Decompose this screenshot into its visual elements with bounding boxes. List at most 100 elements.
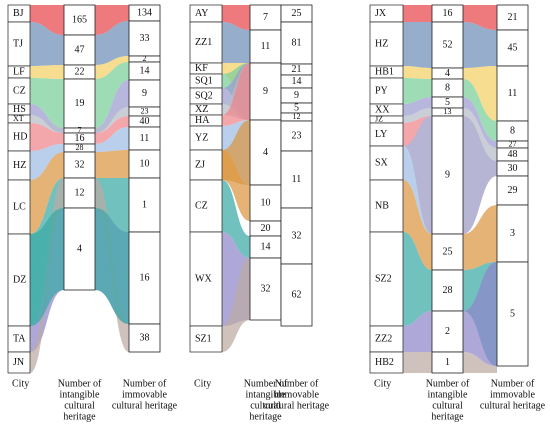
city-label-hb2: HB2 (375, 357, 394, 368)
city-label-sx: SX (375, 157, 389, 168)
intangible-value: 7 (263, 12, 268, 23)
immovable-node (496, 4, 529, 31)
axis-label-immovable-line: immovable (274, 389, 320, 400)
city-label-jz: JZ (375, 114, 383, 123)
intangible-node (431, 351, 464, 374)
intangible-node (431, 21, 464, 69)
city-node-hb2 (369, 351, 404, 374)
axis-label-city: City (194, 378, 211, 389)
city-label-kf: KF (195, 63, 208, 74)
immovable-value: 10 (140, 158, 150, 169)
link-hb2-to-intangible (403, 352, 432, 373)
immovable-value: 25 (292, 8, 302, 19)
intangible-value: 19 (75, 98, 85, 109)
intangible-value: 11 (261, 41, 271, 52)
link-lf-to-immovable (95, 56, 129, 79)
immovable-value: 81 (292, 37, 302, 48)
city-label-hd: HD (13, 131, 27, 142)
immovable-node (280, 21, 313, 65)
link-tj-to-immovable (95, 21, 129, 65)
city-node-nb (369, 179, 404, 233)
city-label-ay: AY (195, 8, 209, 19)
intangible-value: 47 (75, 44, 85, 55)
link-dz-to-immovable (95, 178, 129, 232)
city-label-cz: CZ (195, 200, 208, 211)
city-label-bj: BJ (13, 8, 24, 19)
link-jx-to-immovable (463, 5, 497, 30)
link-xx-to-immovable (463, 97, 497, 148)
city-label-cz: CZ (13, 85, 26, 96)
link-hz-to-immovable (95, 127, 129, 152)
city-label-jn: JN (13, 357, 24, 368)
link-dz-to-immovable (95, 208, 129, 324)
axis-labels: City Number ofintangibleculturalheritageN… (194, 378, 330, 422)
axis-label-intangible-line: Number of (58, 378, 102, 389)
city-node-sz2 (369, 231, 404, 327)
city-node-yz (189, 125, 223, 151)
link-bj-to-immovable (95, 5, 129, 35)
immovable-value: 1 (142, 199, 147, 210)
immovable-value: 48 (508, 149, 518, 160)
immovable-value: 27 (509, 139, 517, 148)
axis-label-immovable-line: Number of (123, 378, 167, 389)
city-label-nb: NB (375, 200, 389, 211)
intangible-column: 7 11 9 4 10 20 14 32 (249, 4, 282, 321)
city-label-lf: LF (13, 66, 25, 77)
intangible-value: 4 (77, 243, 82, 254)
city-node-wx (189, 231, 223, 327)
sankey-panel-3: JXHZHB1PYXXJZLYSXNBSZ2ZZ2HB2165248513925… (369, 4, 546, 422)
city-label-ha: HA (195, 115, 210, 126)
link-sz2-to-intangible (403, 232, 432, 326)
intangible-value: 1 (445, 357, 450, 368)
axis-label-city: City (12, 378, 29, 389)
immovable-value: 40 (140, 116, 150, 127)
link-hb1-to-intangible (403, 66, 432, 79)
city-label-hz: HZ (13, 160, 26, 171)
intangible-value: 16 (443, 8, 453, 19)
city-label-hz: HZ (375, 38, 388, 49)
axis-label-immovable-line: immovable (122, 389, 168, 400)
city-label-sq1: SQ1 (195, 75, 213, 86)
city-label-zj: ZJ (195, 159, 205, 170)
intangible-node (431, 310, 464, 353)
axis-label-immovable-line: Number of (275, 378, 319, 389)
intangible-value: 20 (261, 223, 271, 234)
immovable-value: 21 (508, 12, 518, 23)
link-tj-to-intangible (30, 22, 64, 66)
link-cz-to-intangible (222, 180, 250, 258)
intangible-value: 10 (261, 197, 271, 208)
city-label-sz2: SZ2 (375, 273, 392, 284)
axis-label-immovable-line: Number of (491, 378, 535, 389)
link-jz-to-intangible (403, 108, 432, 123)
link-jz-to-immovable (463, 108, 497, 161)
axis-label-intangible-line: intangible (60, 389, 101, 400)
immovable-value: 23 (292, 130, 302, 141)
immovable-value: 11 (140, 133, 150, 144)
intangible-value: 32 (261, 283, 271, 294)
intangible-value: 22 (75, 66, 85, 77)
immovable-node (496, 175, 529, 206)
axis-labels: City Number ofintangibleculturalheritageN… (374, 378, 546, 422)
immovable-node (280, 150, 313, 209)
city-node-sz1 (189, 325, 223, 353)
link-hs-to-intangible (30, 104, 64, 133)
immovable-value: 5 (294, 102, 299, 113)
link-hb2-to-immovable (463, 352, 497, 373)
axis-label-city: City (374, 378, 391, 389)
intangible-node (63, 151, 96, 179)
immovable-value: 23 (141, 106, 149, 115)
city-label-xz: XZ (195, 104, 208, 115)
intangible-node (249, 257, 282, 321)
link-ha-to-intangible (222, 63, 250, 126)
immovable-node (496, 29, 529, 67)
city-node-jn (7, 351, 31, 374)
immovable-node (128, 20, 161, 57)
city-label-jx: JX (375, 8, 387, 19)
link-py-to-intangible (403, 78, 432, 104)
intangible-value: 32 (75, 159, 85, 170)
